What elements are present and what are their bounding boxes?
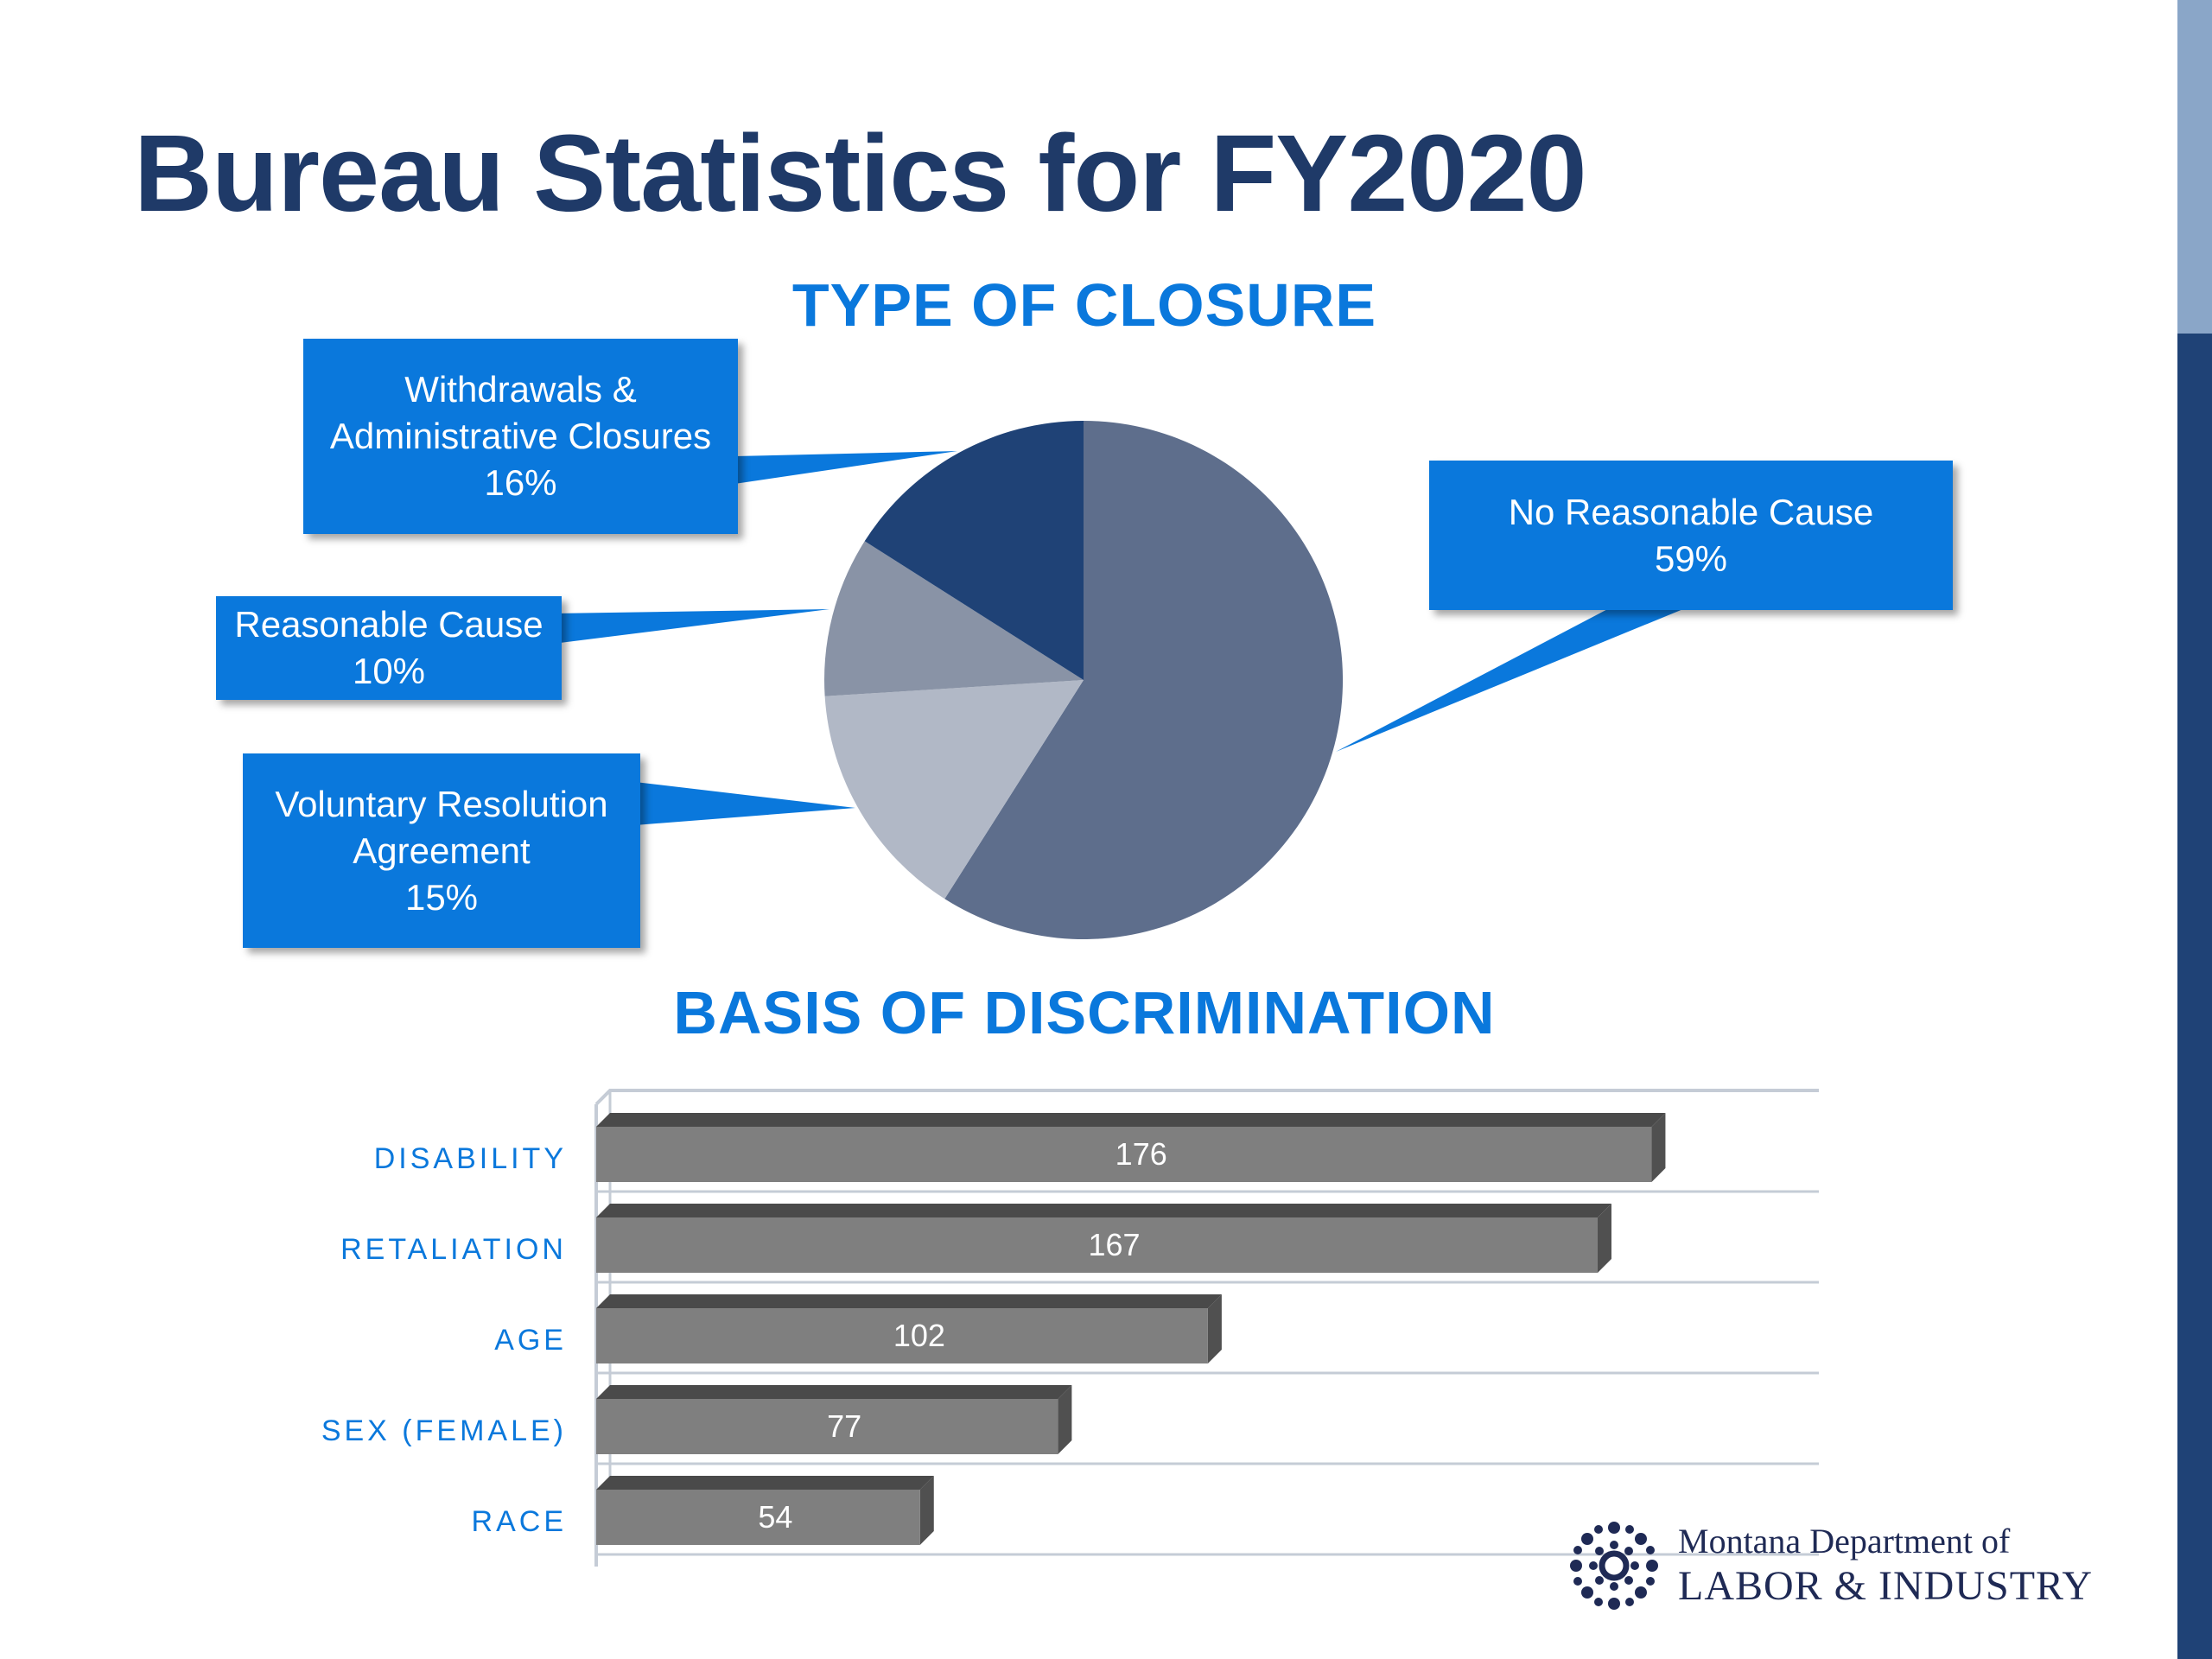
callout-label-line: Agreement xyxy=(353,830,531,871)
pie-slice xyxy=(824,680,1084,899)
bar-top-face xyxy=(596,1476,934,1490)
callout-label-line: Reasonable Cause xyxy=(234,604,543,645)
callout-reasonable-cause: Reasonable Cause 10% xyxy=(216,596,562,700)
bar-end-face xyxy=(1651,1113,1666,1182)
callout-percent: 16% xyxy=(484,462,557,503)
bar-end-face xyxy=(1058,1385,1072,1454)
pie-chart-title: TYPE OF CLOSURE xyxy=(791,271,1377,339)
callout-percent: 10% xyxy=(352,651,426,691)
callout-leader xyxy=(1336,605,1694,752)
pie-slice xyxy=(944,421,1344,939)
department-logo: Montana Department of LABOR & INDUSTRY xyxy=(1564,1512,2117,1620)
pie-slices xyxy=(824,421,1344,939)
bar-value-label: 167 xyxy=(1088,1227,1140,1262)
bar xyxy=(596,1308,1208,1363)
bar-value-label: 77 xyxy=(827,1408,861,1444)
bar-top-face xyxy=(596,1204,1611,1217)
bar-top-face xyxy=(596,1385,1072,1399)
category-label: DISABILITY xyxy=(374,1142,567,1175)
callout-no-reasonable-cause: No Reasonable Cause 59% xyxy=(1429,461,1953,610)
callout-label-line: Withdrawals & xyxy=(404,369,637,410)
bar xyxy=(596,1217,1598,1273)
callout-leaders xyxy=(553,451,1694,825)
chart-frame-top xyxy=(594,1089,1819,1106)
bar-top-face xyxy=(596,1294,1222,1308)
category-label: AGE xyxy=(494,1324,567,1357)
bar-chart-title: BASIS OF DISCRIMINATION xyxy=(673,979,1496,1046)
pie-slice xyxy=(824,541,1084,696)
bar xyxy=(596,1399,1058,1454)
logo-text-line2: LABOR & INDUSTRY xyxy=(1678,1563,2094,1609)
callout-percent: 15% xyxy=(404,876,479,918)
accent-bar-light xyxy=(2177,0,2212,334)
bar-value-label: 176 xyxy=(1116,1136,1167,1172)
bar-value-label: 102 xyxy=(893,1318,945,1353)
callout-label: No Reasonable Cause xyxy=(1508,491,1874,532)
bar-top-face xyxy=(596,1113,1666,1127)
gear-icon xyxy=(1570,1522,1658,1610)
callout-withdrawals: Withdrawals & Administrative Closures 16… xyxy=(303,339,738,534)
bar xyxy=(596,1490,920,1545)
callout-label-line: Voluntary Resolution xyxy=(275,783,608,824)
bar-end-face xyxy=(1597,1204,1611,1273)
callout-voluntary-resolution: Voluntary Resolution Agreement 15% xyxy=(243,753,640,948)
bar-marks: 176 DISABILITY 167 RETALIATION 102 AGE 77 SEX (… xyxy=(321,1113,1666,1545)
bar-end-face xyxy=(919,1476,934,1545)
bar xyxy=(596,1127,1652,1182)
callout-leader xyxy=(635,782,855,825)
bar-end-face xyxy=(1207,1294,1222,1363)
callout-percent: 59% xyxy=(1654,537,1728,579)
callout-label-line: Administrative Closures xyxy=(329,416,712,456)
accent-bar-dark xyxy=(2177,334,2212,1659)
pie-slice xyxy=(864,421,1084,680)
bar-value-label: 54 xyxy=(758,1499,792,1535)
logo-text-line1: Montana Department of xyxy=(1678,1522,2011,1560)
callout-leader xyxy=(553,609,830,644)
callout-leader xyxy=(734,451,957,484)
slide-title: Bureau Statistics for FY2020 xyxy=(134,112,1587,234)
category-label: RETALIATION xyxy=(340,1233,567,1266)
category-label: RACE xyxy=(472,1505,567,1538)
category-label: SEX (FEMALE) xyxy=(321,1414,567,1447)
